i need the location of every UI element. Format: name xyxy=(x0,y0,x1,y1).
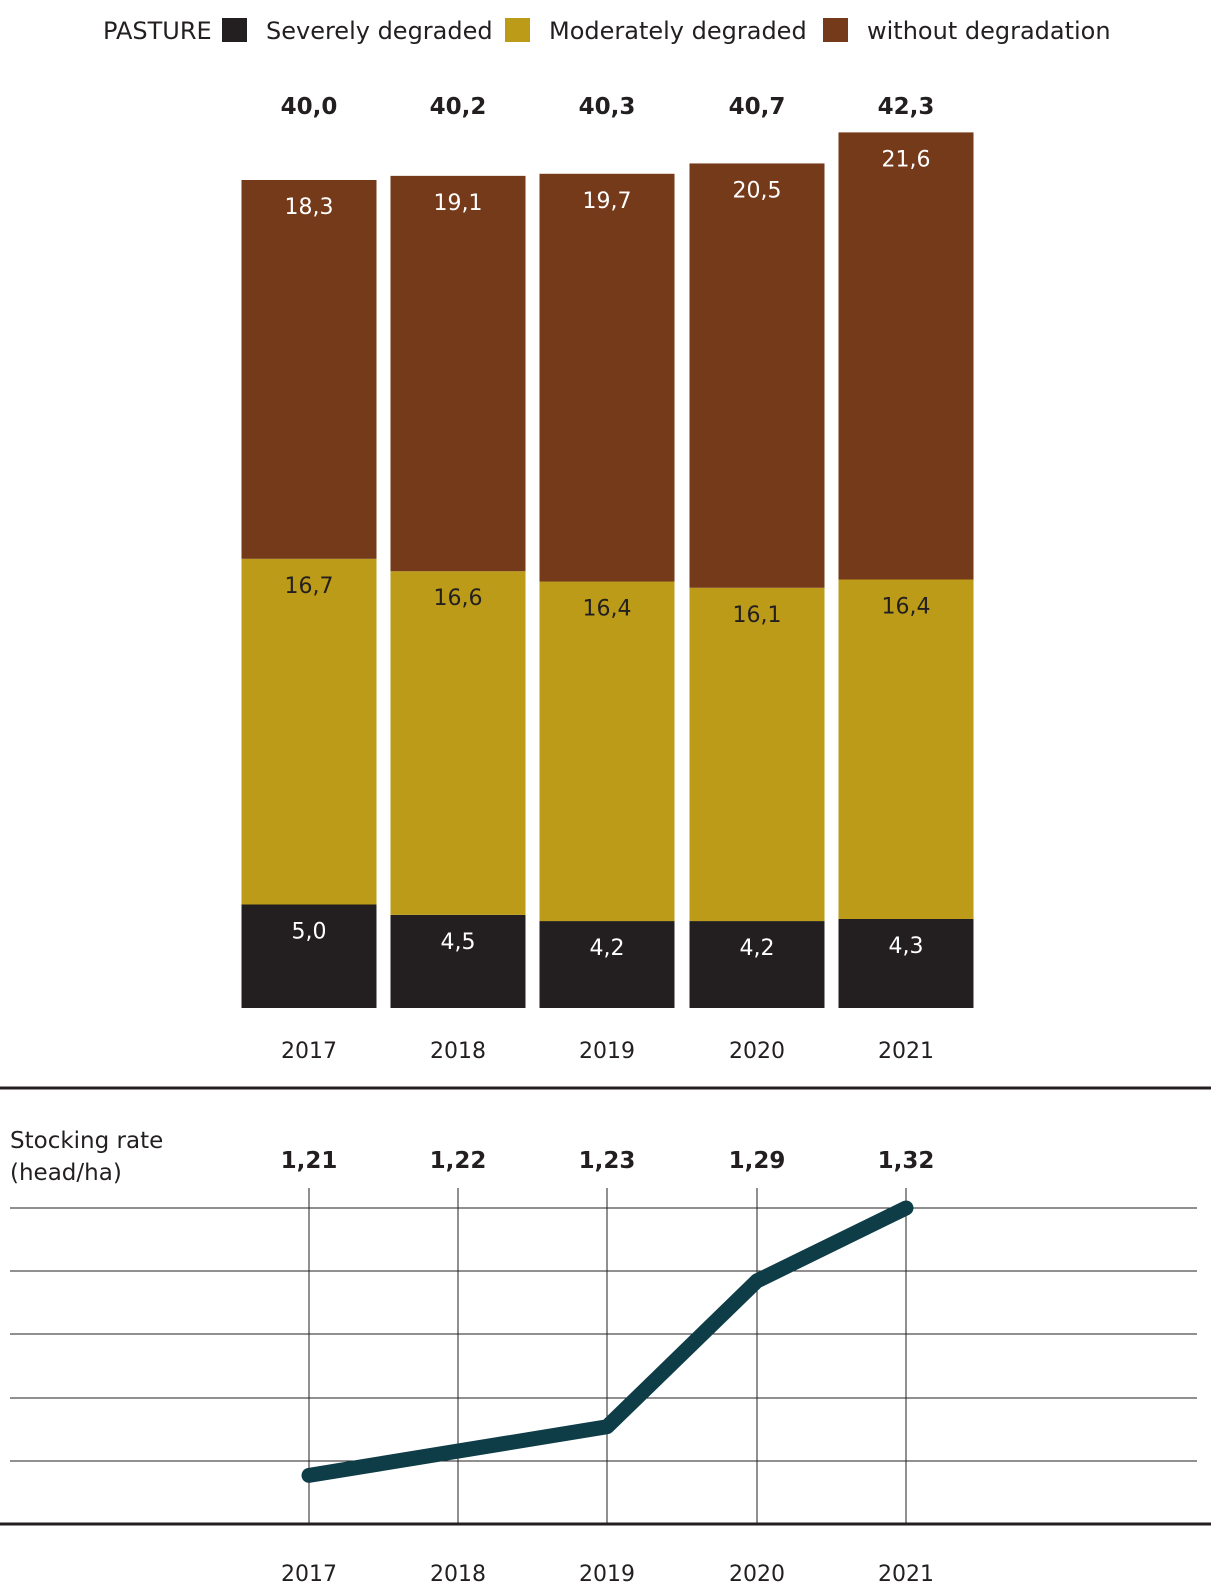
data-label: 4,2 xyxy=(740,936,775,961)
x-tick-label: 2021 xyxy=(878,1562,934,1587)
bar-segment xyxy=(838,918,974,1008)
legend-label: without degradation xyxy=(867,17,1111,45)
data-label: 19,7 xyxy=(583,189,632,214)
data-label: 16,4 xyxy=(583,597,632,622)
legend-title: PASTURE xyxy=(103,17,212,45)
bar-segment xyxy=(241,558,377,905)
bar-segment xyxy=(539,581,675,922)
total-label: 40,2 xyxy=(430,94,487,120)
legend: PASTURE Severely degraded Moderately degra… xyxy=(103,17,1111,45)
bar-segment xyxy=(539,921,675,1008)
data-label: 16,6 xyxy=(434,586,483,611)
total-label: 40,3 xyxy=(579,94,636,120)
point-value-label: 1,21 xyxy=(281,1148,338,1174)
data-label: 4,5 xyxy=(441,930,476,955)
point-value-label: 1,23 xyxy=(579,1148,636,1174)
bar-segment xyxy=(390,914,526,1008)
x-tick-label: 2018 xyxy=(430,1562,486,1587)
data-label: 16,1 xyxy=(733,603,782,628)
bar-segment xyxy=(241,180,377,559)
bar-segment xyxy=(241,904,377,1008)
data-label: 18,3 xyxy=(285,195,334,220)
x-tick-label: 2019 xyxy=(579,1562,635,1587)
legend-swatch xyxy=(505,18,530,42)
series-line xyxy=(301,1200,914,1483)
data-label: 4,3 xyxy=(889,934,924,959)
legend-label: Severely degraded xyxy=(266,17,493,45)
x-tick-label: 2020 xyxy=(729,1562,785,1587)
bar-segment xyxy=(689,587,825,922)
data-label: 5,0 xyxy=(292,920,327,945)
y-axis-label-line: (head/ha) xyxy=(10,1160,122,1186)
bar-segment xyxy=(390,175,526,572)
total-label: 40,0 xyxy=(281,94,338,120)
data-label: 19,1 xyxy=(434,191,483,216)
x-tick-label: 2019 xyxy=(579,1039,635,1064)
point-value-label: 1,32 xyxy=(878,1148,935,1174)
legend-swatch xyxy=(222,18,247,42)
bar-segment xyxy=(539,173,675,582)
total-label: 40,7 xyxy=(729,94,786,120)
bar-segment xyxy=(390,571,526,915)
data-label: 20,5 xyxy=(733,178,782,203)
legend-swatch xyxy=(823,18,848,42)
stocking-rate-line-chart: Stocking rate (head/ha) 1,21 1,22 1,23 1,29 1,… xyxy=(0,1128,1211,1587)
x-tick-label: 2017 xyxy=(281,1039,337,1064)
y-axis-label-line: Stocking rate xyxy=(10,1128,163,1154)
data-label: 4,2 xyxy=(590,936,625,961)
bar-segment xyxy=(838,132,974,580)
x-tick-label: 2020 xyxy=(729,1039,785,1064)
x-tick-label: 2018 xyxy=(430,1039,486,1064)
data-label: 16,7 xyxy=(285,574,334,599)
x-tick-label: 2017 xyxy=(281,1562,337,1587)
data-label: 21,6 xyxy=(882,147,931,172)
bar-segment xyxy=(838,579,974,919)
bar-segment xyxy=(689,921,825,1008)
point-value-label: 1,22 xyxy=(430,1148,487,1174)
x-tick-label: 2021 xyxy=(878,1039,934,1064)
data-label: 16,4 xyxy=(882,595,931,620)
legend-label: Moderately degraded xyxy=(549,17,807,45)
total-label: 42,3 xyxy=(878,94,935,120)
point-value-label: 1,29 xyxy=(729,1148,786,1174)
bar-segment xyxy=(689,163,825,588)
stacked-bar-chart: 5,0 16,7 18,3 40,0 2017 4,5 16,6 19,1 40,2 2018 4,… xyxy=(241,94,974,1064)
